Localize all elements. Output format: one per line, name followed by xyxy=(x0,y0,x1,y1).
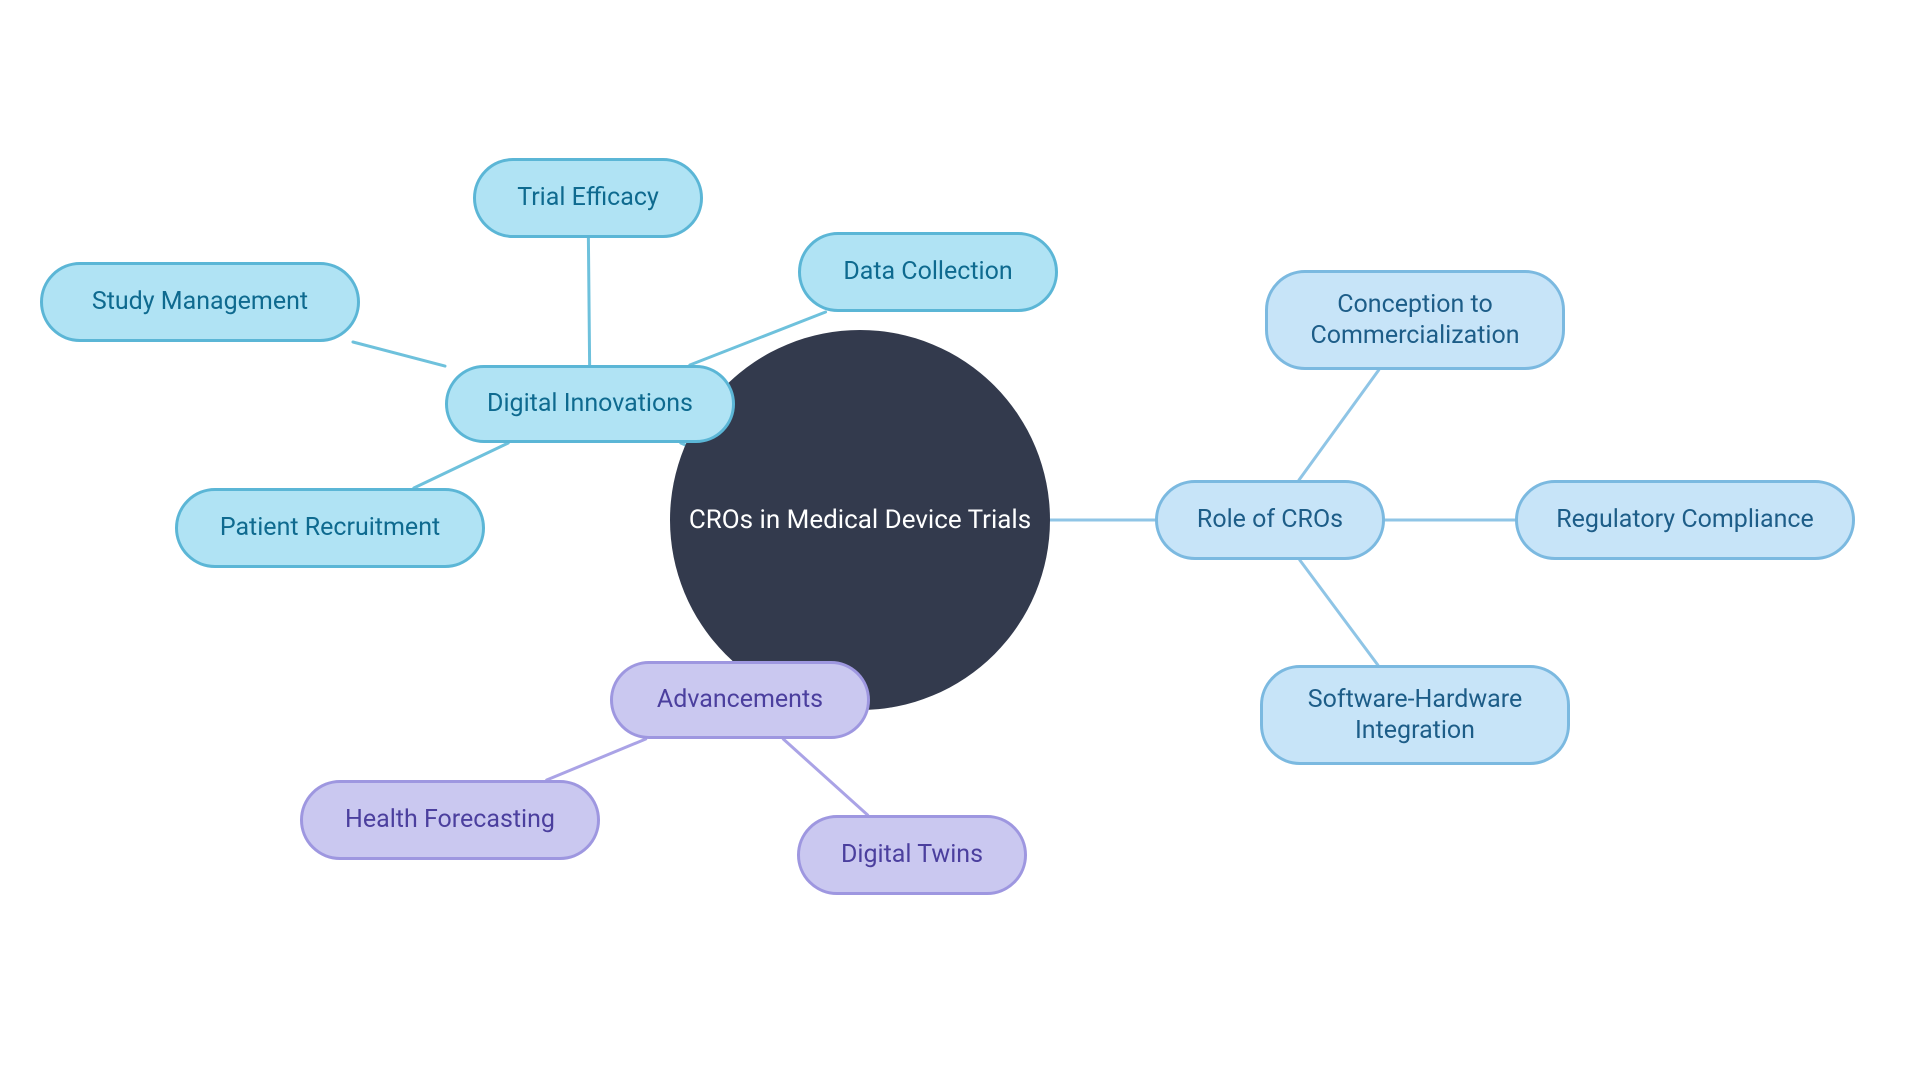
node-label: Digital Twins xyxy=(841,839,983,870)
node-digital: Digital Innovations xyxy=(445,365,735,443)
node-studymgmt: Study Management xyxy=(40,262,360,342)
edge xyxy=(353,342,445,366)
node-recruit: Patient Recruitment xyxy=(175,488,485,568)
node-forecast: Health Forecasting xyxy=(300,780,600,860)
node-swhw: Software-HardwareIntegration xyxy=(1260,665,1570,765)
edge xyxy=(547,739,646,780)
node-label: Role of CROs xyxy=(1197,504,1343,535)
node-advance: Advancements xyxy=(610,661,870,739)
mindmap-canvas: CROs in Medical Device Trials Role of CRO… xyxy=(0,0,1920,1080)
node-datacoll: Data Collection xyxy=(798,232,1058,312)
edge xyxy=(414,443,508,488)
node-label: Study Management xyxy=(92,286,308,317)
central-node-label: CROs in Medical Device Trials xyxy=(689,504,1031,537)
node-label: Regulatory Compliance xyxy=(1556,504,1813,535)
node-label: Conception toCommercialization xyxy=(1310,289,1519,352)
node-label: Patient Recruitment xyxy=(220,512,440,543)
edge xyxy=(1299,370,1379,480)
node-label: Advancements xyxy=(657,684,823,715)
node-label: Data Collection xyxy=(843,256,1012,287)
node-twins: Digital Twins xyxy=(797,815,1027,895)
edge xyxy=(1300,560,1378,665)
node-role: Role of CROs xyxy=(1155,480,1385,560)
node-label: Trial Efficacy xyxy=(517,182,659,213)
edge xyxy=(783,739,867,815)
node-concept: Conception toCommercialization xyxy=(1265,270,1565,370)
node-label: Digital Innovations xyxy=(487,388,693,419)
node-label: Software-HardwareIntegration xyxy=(1308,684,1522,747)
edge xyxy=(588,238,589,365)
node-regulatory: Regulatory Compliance xyxy=(1515,480,1855,560)
node-label: Health Forecasting xyxy=(345,804,555,835)
node-efficacy: Trial Efficacy xyxy=(473,158,703,238)
